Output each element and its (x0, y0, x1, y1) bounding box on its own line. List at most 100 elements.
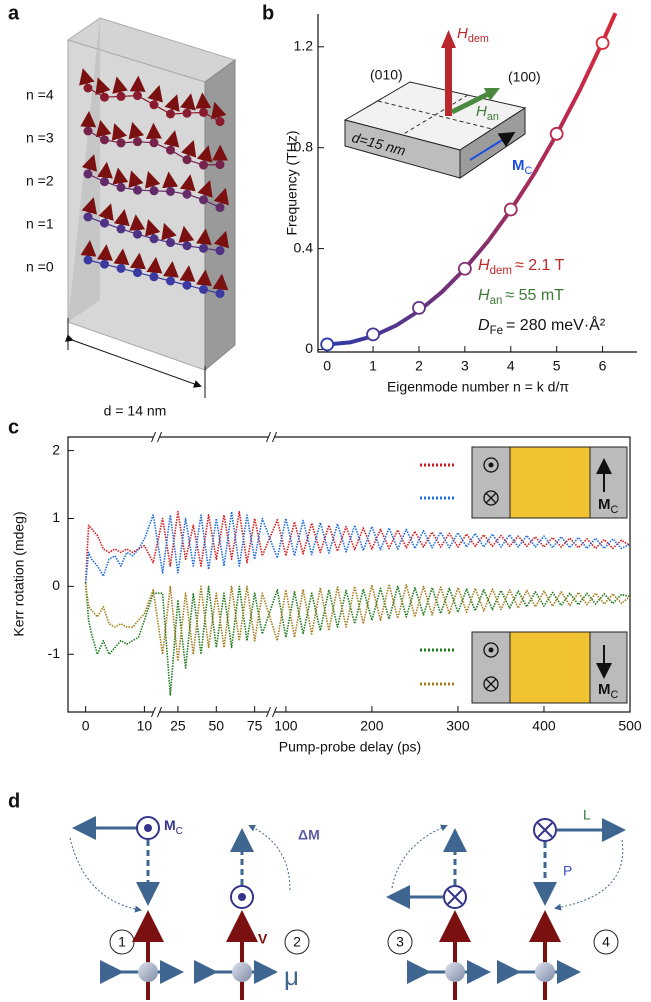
rich-label: MC (164, 817, 183, 837)
label-main: H (476, 103, 487, 120)
label-sub: C (611, 504, 619, 516)
l-label: L (583, 807, 591, 823)
legend-box (471, 446, 628, 704)
step-number: 1 (118, 934, 126, 950)
slab (65, 17, 237, 398)
spin-rows (79, 68, 230, 299)
label-main: M (512, 157, 525, 174)
x-tick-label: 75 (247, 718, 263, 734)
mode-line (87, 130, 221, 166)
x-tick-label: 5 (553, 358, 561, 374)
plot-frame (67, 436, 631, 713)
y-tick-label: -1 (48, 645, 61, 661)
moment-ball (445, 962, 465, 982)
mode-line (87, 259, 221, 295)
chart-b: 0 0.4 0.8 1.2 0 1 2 3 4 5 6 Eigenmode number n = k … (284, 12, 637, 395)
mode-line (87, 87, 221, 123)
mode-label: n =1 (26, 216, 54, 232)
label-sub: C (176, 826, 183, 837)
axis-break-mark (151, 431, 162, 443)
x-tick-label: 300 (446, 718, 470, 734)
data-point (503, 202, 518, 217)
label-main: D (478, 317, 490, 334)
x-tick-label: 2 (415, 358, 423, 374)
x-tick-label: 400 (532, 718, 556, 734)
y-tick-label: 0 (52, 577, 60, 593)
x-tick-label: 3 (461, 358, 469, 374)
data-point (549, 126, 564, 141)
x-tick-label: 1 (369, 358, 377, 374)
y-tick-label: 0.8 (294, 138, 314, 154)
rich-label: MC (512, 157, 533, 177)
kerr-trace (84, 582, 631, 696)
axis-break (268, 432, 275, 442)
inset-direction: (100) (508, 69, 541, 85)
y-tick-label: 0 (305, 340, 313, 356)
y-tick-label: 1.2 (294, 37, 314, 53)
panel-label: c (8, 416, 19, 438)
p-label: P (563, 863, 572, 879)
panel-label: a (8, 2, 20, 24)
moment-ball (138, 962, 158, 982)
label-sub: an (487, 111, 499, 123)
label-main: H (457, 25, 468, 42)
data-point (412, 300, 426, 315)
x-tick-label: 0 (323, 358, 331, 374)
mode-label: n =3 (26, 130, 54, 146)
mode-label: n =4 (26, 87, 54, 103)
label-rest: ≈ 55 mT (505, 287, 564, 304)
y-axis-label: Kerr rotation (mdeg) (11, 511, 27, 636)
label-sub: C (611, 689, 619, 701)
data-point (366, 327, 380, 342)
axis (317, 14, 637, 353)
step-number: 3 (396, 934, 404, 950)
kerr-trace (84, 510, 631, 584)
inset-direction: (010) (370, 67, 403, 83)
mu-label: μ (284, 961, 299, 991)
axis-break (153, 707, 160, 717)
x-axis-label: Eigenmode number n = k d/π (387, 379, 569, 395)
x-tick-label: 100 (274, 718, 298, 734)
x-tick-label: 50 (209, 718, 225, 734)
panel-label: b (262, 2, 274, 24)
rich-label: Hdem ≈ 2.1 T (478, 257, 565, 277)
y-tick-label: 1 (52, 509, 60, 525)
label-sub: dem (490, 265, 512, 277)
data-point (457, 261, 472, 276)
x-tick-label: 6 (599, 358, 607, 374)
x-tick-label: 10 (137, 718, 153, 734)
mode-label: n =0 (26, 259, 54, 275)
chart-c: -1 0 1 2 0 10 25 50 75 100 200 300 400 500 Pump-probe … (11, 431, 642, 755)
axis-break (268, 707, 275, 717)
rich-label: MC (598, 681, 619, 701)
step-number: 4 (602, 934, 610, 950)
fit-curve (327, 12, 618, 347)
label-rest: = 280 meV·Å² (506, 315, 606, 334)
moment-ball (232, 962, 252, 982)
data-point (320, 337, 335, 352)
axis-break-mark (266, 431, 277, 443)
label-main: H (478, 287, 490, 304)
axis-break-mark (151, 706, 162, 718)
inset-slab (343, 30, 527, 179)
mode-label: n =2 (26, 173, 54, 189)
thickness-label: d = 14 nm (104, 403, 167, 419)
axis-break (153, 432, 160, 442)
delta-m-label: ΔM (298, 827, 320, 843)
v-label: V (258, 931, 268, 947)
axis-break-mark (266, 706, 277, 718)
mode-line (87, 173, 221, 209)
moment-diagram (100, 910, 581, 1000)
label-sub: Fe (490, 325, 503, 337)
x-tick-label: 200 (360, 718, 384, 734)
rich-label: Hdem (457, 25, 489, 45)
x-tick-label: 25 (170, 718, 186, 734)
label-main: M (598, 681, 611, 698)
label-main: M (164, 817, 176, 833)
rich-label: DFe = 280 meV·Å² (478, 315, 606, 337)
label-sub: C (525, 165, 533, 177)
x-axis-label: Pump-probe delay (ps) (279, 739, 421, 755)
panel-label: d (8, 790, 20, 812)
step-number: 2 (293, 934, 301, 950)
